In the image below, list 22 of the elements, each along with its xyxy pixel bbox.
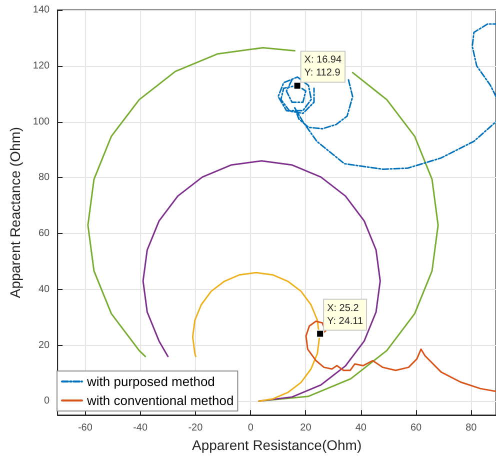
y-tick-label: 120 xyxy=(32,60,50,72)
legend-label: with conventional method xyxy=(86,393,234,408)
y-axis-title: Apparent Reactance (Ohm) xyxy=(7,126,23,298)
y-tick-label: 60 xyxy=(38,228,50,240)
x-axis-title: Apparent Resistance(Ohm) xyxy=(192,437,362,453)
x-tick-label: -60 xyxy=(78,422,93,434)
x-tick-label: 60 xyxy=(410,422,422,434)
y-tick-label: 140 xyxy=(32,4,50,16)
x-tick-label: 40 xyxy=(355,422,367,434)
x-tick-label: -20 xyxy=(188,422,204,434)
y-tick-label: 20 xyxy=(38,340,50,351)
annotation: X: 16.94 Y: 112.9 xyxy=(304,54,342,79)
x-tick-label: -40 xyxy=(133,422,148,434)
y-tick-label: 100 xyxy=(32,116,50,128)
x-tick-label: 0 xyxy=(248,422,254,434)
y-tick-label: 80 xyxy=(38,172,50,184)
y-tick-label: 40 xyxy=(38,284,50,295)
y-tick-label: 0 xyxy=(44,396,50,407)
annotation: X: 25.2 Y: 24.11 xyxy=(327,302,364,327)
x-tick-label: 80 xyxy=(466,422,478,434)
legend-label: with purposed method xyxy=(86,374,215,389)
x-tick-label: 20 xyxy=(300,422,312,434)
